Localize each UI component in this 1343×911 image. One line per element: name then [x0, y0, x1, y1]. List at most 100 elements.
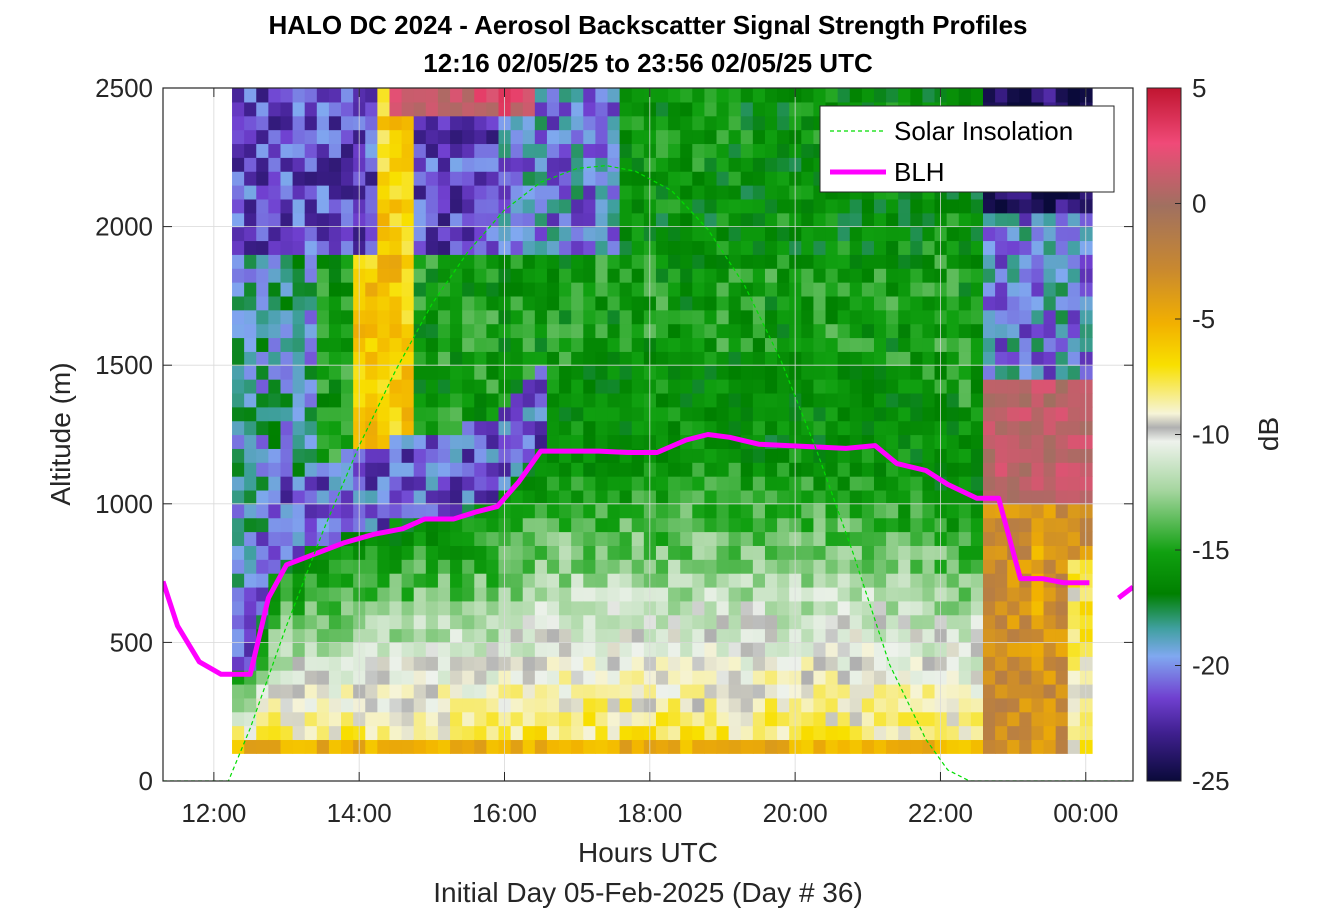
heatmap-cell [377, 545, 391, 560]
heatmap-cell [341, 697, 354, 713]
heatmap-cell [1067, 282, 1081, 297]
heatmap-cell [861, 448, 875, 463]
heatmap-cell [777, 143, 790, 158]
heatmap-cell [607, 379, 621, 394]
heatmap-cell [740, 614, 754, 630]
heatmap-cell [825, 586, 839, 602]
heatmap-cell [982, 434, 996, 449]
heatmap-cell [777, 392, 790, 408]
heatmap-cell [316, 503, 330, 519]
heatmap-cell [244, 282, 257, 297]
heatmap-cell [1019, 295, 1033, 311]
heatmap-cell [486, 157, 500, 172]
heatmap-cell [546, 129, 560, 145]
heatmap-cell [825, 476, 839, 491]
heatmap-cell [716, 600, 730, 616]
heatmap-cell [655, 379, 669, 394]
heatmap-cell [777, 240, 790, 255]
heatmap-cell [401, 115, 415, 131]
heatmap-cell [268, 115, 282, 131]
heatmap-cell [631, 392, 645, 408]
heatmap-cell [886, 240, 899, 255]
heatmap-cell [752, 240, 766, 255]
heatmap-cell [789, 254, 802, 269]
heatmap-cell [607, 337, 621, 352]
heatmap-cell [764, 462, 778, 477]
heatmap-cell [910, 739, 924, 754]
heatmap-cell [837, 739, 851, 754]
heatmap-cell [631, 600, 645, 616]
heatmap-cell [946, 683, 960, 699]
heatmap-cell [389, 670, 403, 685]
heatmap-cell [486, 392, 500, 408]
heatmap-cell [268, 531, 282, 546]
heatmap-cell [958, 226, 972, 242]
heatmap-cell [886, 545, 899, 560]
heatmap-cell [1043, 711, 1057, 727]
heatmap-cell [316, 309, 330, 325]
heatmap-cell [292, 600, 306, 616]
heatmap-cell [934, 614, 948, 630]
heatmap-cell [849, 517, 863, 533]
heatmap-cell [849, 268, 863, 283]
heatmap-cell [510, 171, 524, 186]
heatmap-cell [995, 198, 1008, 214]
heatmap-cell [886, 392, 899, 408]
heatmap-cell [704, 101, 718, 117]
heatmap-cell [970, 683, 984, 699]
heatmap-cell [668, 586, 681, 602]
heatmap-cell [413, 531, 427, 546]
heatmap-cell [934, 489, 948, 505]
heatmap-cell [1007, 462, 1020, 477]
heatmap-cell [401, 697, 415, 713]
heatmap-cell [764, 559, 778, 574]
heatmap-cell [801, 226, 815, 242]
heatmap-cell [680, 573, 693, 588]
heatmap-cell [280, 600, 294, 616]
heatmap-cell [534, 254, 548, 269]
heatmap-cell [1019, 240, 1033, 255]
heatmap-cell [764, 268, 778, 283]
heatmap-cell [922, 656, 936, 671]
heatmap-cell [704, 517, 718, 533]
heatmap-cell [328, 337, 342, 352]
heatmap-cell [1043, 656, 1057, 671]
heatmap-cell [668, 406, 681, 422]
heatmap-cell [886, 434, 899, 449]
heatmap-cell [898, 614, 911, 630]
heatmap-cell [728, 656, 742, 671]
heatmap-cell [789, 323, 802, 339]
heatmap-cell [1055, 406, 1069, 422]
heatmap-cell [304, 420, 318, 436]
heatmap-cell [365, 365, 378, 380]
heatmap-cell [958, 448, 972, 463]
heatmap-cell [401, 406, 415, 422]
heatmap-cell [1067, 198, 1081, 214]
heatmap-cell [764, 545, 778, 560]
heatmap-cell [571, 573, 584, 588]
heatmap-cell [316, 157, 330, 172]
heatmap-cell [244, 143, 257, 158]
heatmap-cell [1007, 406, 1020, 422]
heatmap-cell [280, 323, 294, 339]
backscatter-heatmap [232, 88, 1093, 754]
heatmap-cell [910, 309, 924, 325]
heatmap-cell [668, 379, 681, 394]
heatmap-cell [1019, 531, 1033, 546]
heatmap-cell [401, 559, 415, 574]
heatmap-cell [1055, 240, 1069, 255]
plot-frame [162, 87, 1134, 782]
heatmap-cell [946, 517, 960, 533]
heatmap-cell [861, 614, 875, 630]
heatmap-cell [462, 88, 475, 103]
heatmap-cell [680, 683, 693, 699]
heatmap-cell [510, 489, 524, 505]
heatmap-cell [825, 725, 839, 741]
heatmap-cell [522, 489, 536, 505]
heatmap-cell [1055, 351, 1069, 366]
heatmap-cell [849, 503, 863, 519]
heatmap-cell [898, 559, 911, 574]
heatmap-cell [1055, 586, 1069, 602]
heatmap-cell [704, 642, 718, 657]
heatmap-cell [801, 573, 815, 588]
